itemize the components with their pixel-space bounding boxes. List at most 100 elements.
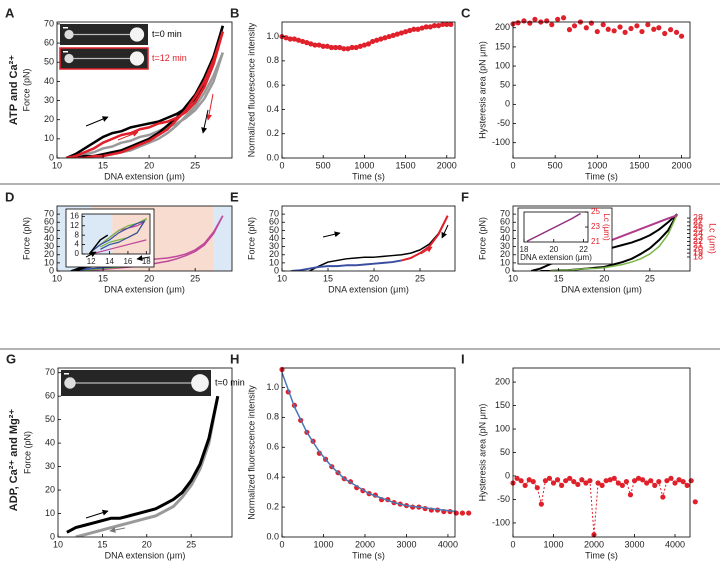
y-tick-label: 0 [505,470,510,480]
y-tick-label: 30 [44,241,54,251]
x-tick-label: 15 [554,273,564,283]
y2-tick-label: 27 [693,216,703,226]
y2-tick-label: 24 [693,228,703,238]
x-tick-label: 22 [579,245,588,254]
x-tick-label: 2000 [672,160,692,170]
data-point [515,20,521,26]
y-axis-label: Force (pN) [246,217,256,260]
x-tick-label: 14 [105,257,114,266]
data-point [374,37,380,43]
data-point [353,44,359,51]
plot-frame [281,205,456,272]
data-point [308,41,314,47]
y-axis-label: Force (pN) [477,217,487,260]
data-point [595,480,601,486]
y-tick-label: 0.2 [266,128,279,138]
y-axis-label: Hysteresis area (pN μm) [477,404,487,502]
plot-frame [281,367,456,538]
x-tick-label: 10 [52,273,62,283]
arrow [136,255,151,262]
x-tick-label: 20 [549,245,558,254]
data-point [672,480,678,486]
y2-tick-label: 20 [693,244,703,254]
x-tick-label: 20 [599,273,609,283]
y-tick-label: 25 [591,207,600,216]
y-tick-label: 0.2 [266,501,279,511]
data-line [65,31,224,158]
data-line [291,259,402,271]
panel-letter: D [5,189,14,204]
data-line [66,31,224,158]
panel-letter: I [461,351,465,366]
inset-background [517,207,613,265]
data-point [615,480,621,486]
data-point [594,28,600,35]
y-tick-label: 50 [45,414,55,424]
data-line [91,239,147,254]
data-point [555,16,561,22]
x-tick-label: 1500 [629,160,649,170]
data-point [394,31,400,37]
x-tick-label: 20 [144,160,154,170]
data-point [304,40,310,46]
x-axis-label: DNA extension (μm) [104,284,185,294]
arrow [109,526,126,533]
data-point [648,478,654,484]
x-tick-label: 16 [123,257,132,266]
data-point [627,492,634,498]
x-tick-label: 15 [98,160,108,170]
arrow [420,246,433,255]
x-tick-label: 25 [190,160,200,170]
y-tick-label: 0.8 [266,412,279,422]
chart: 0.0 0.2 0.4 0.6 0.8 1.0 0 500 1000 1500 2000 Time (… [230,5,457,181]
data-point [549,22,555,28]
y-tick-label: -100 [492,137,510,147]
data-point [459,510,466,516]
y-tick-label: 0 [75,249,80,258]
y2-tick-label: 18 [693,251,703,261]
x-tick-label: 2000 [355,539,375,549]
data-point [605,26,611,32]
data-point [382,35,388,41]
y-tick-label: -50 [497,494,510,504]
y-axis-label: Normalized fluorescence intensity [246,22,256,157]
y-tick-label: 10 [44,133,54,143]
data-point [423,24,429,30]
y-tick-label: 40 [44,233,54,243]
shaded-region [82,214,113,254]
x-axis-label: DNA extension (μm) [561,284,642,294]
data-point [527,20,533,26]
scale-bar [64,373,69,375]
data-point [526,477,532,483]
y-tick-label: 50 [500,80,510,90]
data-point [673,29,680,35]
y-tick-label: 40 [500,233,510,243]
y-tick-label: 60 [500,217,510,227]
y-tick-label: 100 [495,423,510,433]
data-point [514,475,520,481]
data-line [88,234,109,254]
data-point [341,46,347,52]
data-point [678,33,685,39]
y2-tick-label: 26 [693,220,703,230]
data-line [282,372,455,513]
y-tick-label: 70 [44,18,54,28]
data-point [600,22,606,28]
data-point [521,18,527,24]
y-tick-label: 0.0 [266,152,279,162]
data-point [550,480,557,486]
x-axis-label: Time (s) [585,550,618,560]
arrow [85,251,97,258]
data-point [676,477,682,483]
data-point [635,475,642,481]
y-tick-label: 12 [70,221,79,230]
data-point [365,41,372,47]
image-timestamp: t=0 min [152,29,182,39]
data-point [684,482,690,488]
y2-tick-label: 21 [693,240,703,250]
y-tick-label: -100 [492,517,510,527]
panel-letter: A [5,5,15,20]
